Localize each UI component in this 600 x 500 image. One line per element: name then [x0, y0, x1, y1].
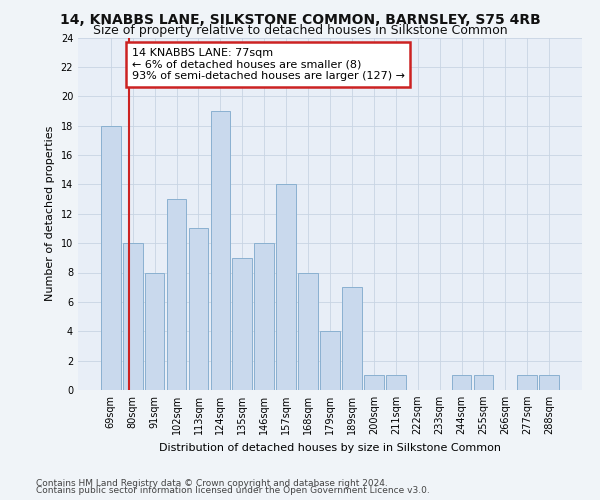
Bar: [517, 376, 537, 390]
Bar: [320, 331, 340, 390]
Bar: [145, 272, 164, 390]
Bar: [101, 126, 121, 390]
Bar: [232, 258, 252, 390]
Bar: [276, 184, 296, 390]
Bar: [452, 376, 472, 390]
Bar: [298, 272, 318, 390]
Text: Contains HM Land Registry data © Crown copyright and database right 2024.: Contains HM Land Registry data © Crown c…: [36, 478, 388, 488]
Bar: [364, 376, 384, 390]
Text: Size of property relative to detached houses in Silkstone Common: Size of property relative to detached ho…: [92, 24, 508, 37]
Bar: [123, 243, 143, 390]
Y-axis label: Number of detached properties: Number of detached properties: [45, 126, 55, 302]
Bar: [167, 199, 187, 390]
Bar: [386, 376, 406, 390]
Text: Contains public sector information licensed under the Open Government Licence v3: Contains public sector information licen…: [36, 486, 430, 495]
Text: 14, KNABBS LANE, SILKSTONE COMMON, BARNSLEY, S75 4RB: 14, KNABBS LANE, SILKSTONE COMMON, BARNS…: [59, 12, 541, 26]
Bar: [342, 287, 362, 390]
Text: 14 KNABBS LANE: 77sqm
← 6% of detached houses are smaller (8)
93% of semi-detach: 14 KNABBS LANE: 77sqm ← 6% of detached h…: [131, 48, 404, 81]
Bar: [473, 376, 493, 390]
Bar: [254, 243, 274, 390]
Bar: [211, 111, 230, 390]
Bar: [539, 376, 559, 390]
X-axis label: Distribution of detached houses by size in Silkstone Common: Distribution of detached houses by size …: [159, 442, 501, 452]
Bar: [188, 228, 208, 390]
